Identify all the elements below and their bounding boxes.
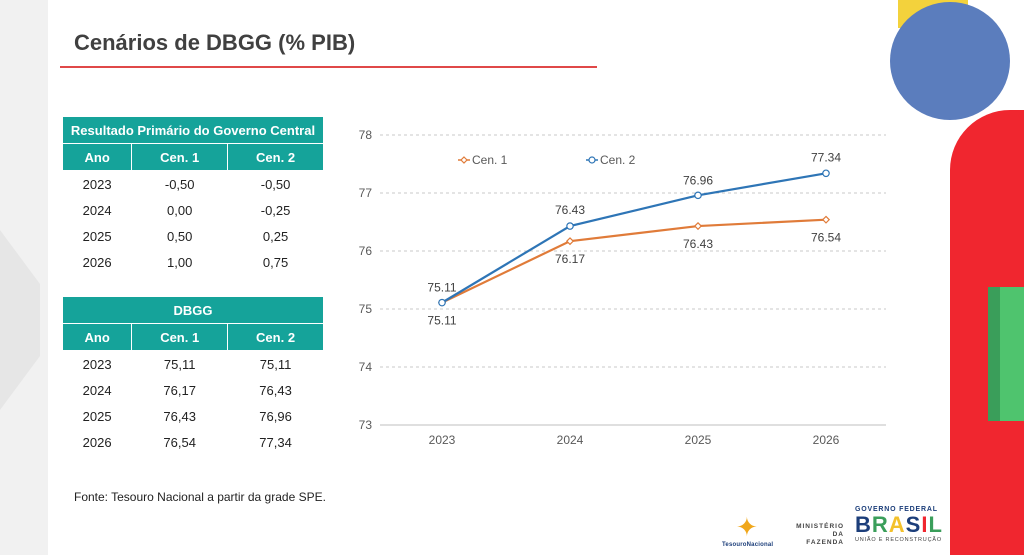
column-header: Ano — [61, 143, 133, 171]
brasil-letter: L — [928, 512, 943, 537]
table-cell: 0,00 — [167, 202, 193, 218]
table-cell: 2024 — [82, 202, 112, 218]
table-cell: -0,50 — [164, 176, 195, 192]
brasil-letter: I — [921, 512, 929, 537]
table-caption: DBGG — [62, 296, 324, 324]
y-tick-label: 78 — [359, 128, 373, 142]
data-point — [438, 298, 446, 307]
brasil-letter: B — [855, 512, 872, 537]
table-cell: -0,25 — [260, 202, 291, 218]
table-row: 2025 76,43 76,96 — [63, 403, 324, 429]
table-cell: 75,11 — [259, 356, 292, 372]
brasil-letter: A — [888, 512, 906, 537]
table-row: 2026 1,00 0,75 — [63, 249, 324, 275]
y-tick-label: 74 — [359, 360, 373, 374]
data-label: 76.43 — [683, 237, 713, 251]
table-caption: Resultado Primário do Governo Central — [62, 116, 324, 144]
ministerio-logo: MINISTÉRIO DA FAZENDA — [784, 523, 844, 547]
source-note: Fonte: Tesouro Nacional a partir da grad… — [74, 490, 326, 504]
ministerio-line2: FAZENDA — [806, 539, 844, 546]
table-cell: 76,43 — [163, 408, 196, 424]
data-point — [822, 169, 830, 178]
column-header: Cen. 1 — [131, 143, 229, 171]
data-point — [566, 222, 574, 230]
column-header: Cen. 1 — [131, 323, 229, 351]
table-row: 2024 76,17 76,43 — [63, 377, 324, 403]
data-point — [821, 215, 831, 224]
legend-label: Cen. 2 — [600, 153, 636, 167]
table-row: 2024 0,00 -0,25 — [63, 197, 324, 223]
table-row: 2025 0,50 0,25 — [63, 223, 324, 249]
governo-brasil-logo: GOVERNO FEDERAL BRASIL UNIÃO E RECONSTRU… — [855, 506, 945, 552]
primary-result-table: Resultado Primário do Governo Central An… — [61, 116, 324, 275]
table-cell: 0,50 — [167, 228, 193, 244]
legend-marker — [588, 156, 596, 164]
table-cell: 2026 — [82, 434, 112, 450]
legend-label: Cen. 1 — [472, 153, 508, 167]
table-row: 2023 75,11 75,11 — [63, 351, 324, 378]
uniao-reconstrucao-text: UNIÃO E RECONSTRUÇÃO — [855, 537, 942, 543]
table-cell: 1,00 — [167, 254, 193, 270]
data-label: 77.34 — [811, 150, 841, 164]
x-tick-label: 2024 — [557, 433, 584, 447]
table-cell: 76,43 — [259, 382, 292, 398]
y-tick-label: 75 — [359, 302, 373, 316]
table-cell: 0,75 — [262, 254, 289, 270]
data-label: 76.17 — [555, 252, 585, 266]
x-tick-label: 2023 — [429, 433, 456, 447]
table-cell: -0,50 — [260, 176, 291, 192]
y-tick-label: 73 — [359, 418, 373, 432]
table-cell: 2026 — [82, 254, 112, 270]
legend-marker — [460, 156, 468, 164]
star-icon: ✦ — [736, 512, 758, 542]
data-label: 76.43 — [555, 203, 585, 217]
table-cell: 77,34 — [259, 434, 292, 450]
page-title: Cenários de DBGG (% PIB) — [74, 30, 356, 55]
x-tick-label: 2026 — [813, 433, 840, 447]
y-tick-label: 77 — [359, 186, 373, 200]
data-label: 75.11 — [427, 314, 456, 328]
decor-blue-circle — [890, 2, 1010, 120]
data-label: 75.11 — [427, 281, 456, 295]
brasil-wordmark: BRASIL — [855, 513, 945, 537]
series-line — [441, 218, 827, 304]
data-label: 76.54 — [811, 231, 841, 245]
governo-federal-text: GOVERNO FEDERAL — [855, 506, 938, 513]
dbgg-line-chart: 73 74 75 76 77 78 2023 2024 2025 2026 75.11 76.17 76… — [359, 128, 886, 447]
tesouro-logo-text: TesouroNacional — [722, 542, 774, 548]
brasil-letter: R — [871, 512, 889, 537]
table-row: 2026 76,54 77,34 — [63, 429, 324, 455]
table-cell: 0,25 — [262, 228, 289, 244]
table-cell: 76,54 — [163, 434, 196, 450]
title-underline — [60, 66, 597, 68]
column-header: Cen. 2 — [227, 143, 324, 171]
table-cell: 2025 — [82, 408, 112, 424]
series-line — [441, 172, 827, 304]
table-row: 2023 -0,50 -0,50 — [63, 171, 324, 198]
table-cell: 76,17 — [163, 382, 196, 398]
y-tick-label: 76 — [359, 244, 373, 258]
ministerio-line1: MINISTÉRIO DA — [796, 523, 844, 538]
table-cell: 2024 — [82, 382, 112, 398]
dbgg-table: DBGG Ano Cen. 1 Cen. 2 2023 75,11 75,11 … — [61, 296, 324, 455]
table-cell: 2023 — [82, 176, 112, 192]
data-point — [693, 222, 703, 231]
brasil-letter: S — [905, 512, 922, 537]
table-cell: 2025 — [82, 228, 112, 244]
tesouro-logo: ✦ TesouroNacional — [722, 512, 778, 554]
data-label: 76.96 — [683, 173, 713, 187]
column-header: Cen. 2 — [227, 323, 324, 351]
decor-green-block-light — [1000, 287, 1024, 421]
column-header: Ano — [61, 323, 133, 351]
x-tick-label: 2025 — [685, 433, 712, 447]
table-cell: 76,96 — [259, 408, 292, 424]
table-cell: 75,11 — [163, 356, 196, 372]
data-point — [565, 237, 575, 246]
data-point — [694, 191, 702, 200]
table-cell: 2023 — [82, 356, 112, 372]
